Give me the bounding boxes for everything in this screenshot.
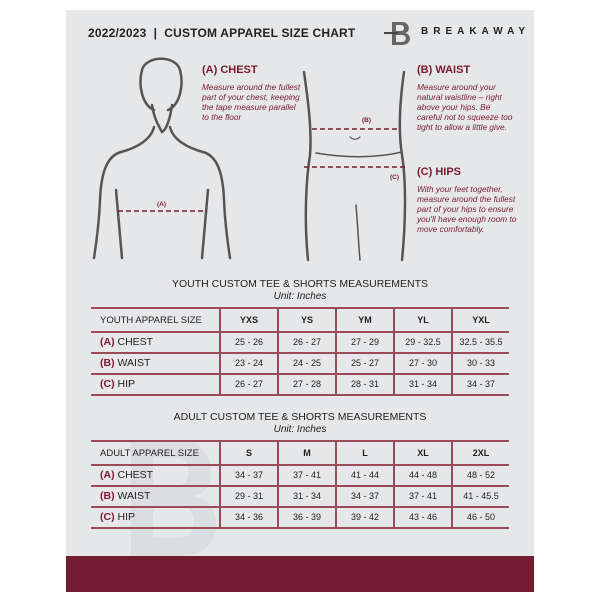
header-cell: 2XL bbox=[451, 440, 509, 466]
chest-heading: (A) CHEST bbox=[202, 64, 258, 76]
chest-marker: (A) bbox=[157, 201, 166, 208]
header-cell: YXS bbox=[219, 307, 278, 333]
table-row: (A) CHEST 25 - 26 26 - 27 27 - 29 29 - 3… bbox=[91, 331, 509, 354]
header-cell: L bbox=[335, 440, 394, 466]
cell: 32.5 - 35.5 bbox=[451, 331, 509, 354]
cell: 23 - 24 bbox=[219, 352, 278, 375]
row-tag: (B) bbox=[100, 357, 115, 369]
row-label: WAIST bbox=[117, 490, 151, 502]
cell: 27 - 28 bbox=[277, 373, 336, 396]
cell: 36 - 39 bbox=[277, 506, 336, 529]
cell: 29 - 31 bbox=[219, 485, 278, 508]
row-label: CHEST bbox=[117, 336, 154, 348]
cell: 25 - 26 bbox=[219, 331, 278, 354]
cell: 24 - 25 bbox=[277, 352, 336, 375]
adult-size-table: ADULT APPAREL SIZE S M L XL 2XL (A) CHES… bbox=[91, 440, 509, 529]
cell: 26 - 27 bbox=[219, 373, 278, 396]
breakaway-logo-icon bbox=[384, 22, 410, 45]
table-header-row: ADULT APPAREL SIZE S M L XL 2XL bbox=[91, 440, 509, 466]
header-cell: M bbox=[277, 440, 336, 466]
cell: 37 - 41 bbox=[277, 464, 336, 487]
table-row: (B) WAIST 29 - 31 31 - 34 34 - 37 37 - 4… bbox=[91, 485, 509, 508]
youth-size-table: YOUTH APPAREL SIZE YXS YS YM YL YXL (A) … bbox=[91, 307, 509, 396]
row-tag: (C) bbox=[100, 511, 115, 523]
cell: 44 - 48 bbox=[393, 464, 452, 487]
cell: 34 - 37 bbox=[335, 485, 394, 508]
cell: 43 - 46 bbox=[393, 506, 452, 529]
hips-marker: (C) bbox=[390, 174, 399, 181]
cell: 34 - 36 bbox=[219, 506, 278, 529]
cell: 26 - 27 bbox=[277, 331, 336, 354]
row-label: CHEST bbox=[117, 469, 154, 481]
row-tag: (C) bbox=[100, 378, 115, 390]
cell: 29 - 32.5 bbox=[393, 331, 452, 354]
table-row: (C) HIP 34 - 36 36 - 39 39 - 42 43 - 46 … bbox=[91, 506, 509, 529]
table-row: (B) WAIST 23 - 24 24 - 25 25 - 27 27 - 3… bbox=[91, 352, 509, 375]
cell: 37 - 41 bbox=[393, 485, 452, 508]
header-cell: YOUTH APPAREL SIZE bbox=[91, 307, 220, 333]
row-tag: (A) bbox=[100, 336, 115, 348]
cell: 27 - 30 bbox=[393, 352, 452, 375]
cell: 46 - 50 bbox=[451, 506, 509, 529]
hips-heading: (C) HIPS bbox=[417, 166, 461, 178]
youth-table-title: YOUTH CUSTOM TEE & SHORTS MEASUREMENTS bbox=[171, 278, 429, 290]
waist-description: Measure around your natural waistline – … bbox=[417, 82, 513, 132]
cell: 34 - 37 bbox=[451, 373, 509, 396]
table-row: (A) CHEST 34 - 37 37 - 41 41 - 44 44 - 4… bbox=[91, 464, 509, 487]
header-cell: YXL bbox=[451, 307, 509, 333]
hips-description: With your feet together, measure around … bbox=[417, 184, 517, 234]
header-cell: S bbox=[219, 440, 278, 466]
header-cell: YL bbox=[393, 307, 452, 333]
table-row: (C) HIP 26 - 27 27 - 28 28 - 31 31 - 34 … bbox=[91, 373, 509, 396]
cell: 41 - 45.5 bbox=[451, 485, 509, 508]
cell: 48 - 52 bbox=[451, 464, 509, 487]
footer-bar bbox=[66, 556, 534, 592]
body-measurement-figures: (A) (B) (C) bbox=[92, 57, 407, 262]
header-cell: XL bbox=[393, 440, 452, 466]
row-label: HIP bbox=[117, 378, 136, 390]
cell: 31 - 34 bbox=[393, 373, 452, 396]
header-cell: YM bbox=[335, 307, 394, 333]
brand-name: BREAKAWAY bbox=[421, 26, 531, 37]
cell: 41 - 44 bbox=[335, 464, 394, 487]
youth-unit: Unit: Inches bbox=[273, 291, 327, 302]
cell: 27 - 29 bbox=[335, 331, 394, 354]
waist-heading: (B) WAIST bbox=[417, 64, 471, 76]
cell: 34 - 37 bbox=[219, 464, 278, 487]
cell: 31 - 34 bbox=[277, 485, 336, 508]
header-cell: YS bbox=[277, 307, 336, 333]
row-label: HIP bbox=[117, 511, 136, 523]
cell: 30 - 33 bbox=[451, 352, 509, 375]
adult-unit: Unit: Inches bbox=[273, 424, 327, 435]
waist-marker: (B) bbox=[362, 117, 371, 124]
adult-table-title: ADULT CUSTOM TEE & SHORTS MEASUREMENTS bbox=[173, 411, 427, 423]
cell: 25 - 27 bbox=[335, 352, 394, 375]
chest-description: Measure around the fullest part of your … bbox=[202, 82, 301, 122]
cell: 28 - 31 bbox=[335, 373, 394, 396]
table-header-row: YOUTH APPAREL SIZE YXS YS YM YL YXL bbox=[91, 307, 509, 333]
header-cell: ADULT APPAREL SIZE bbox=[91, 440, 220, 466]
page-title: 2022/2023 | CUSTOM APPAREL SIZE CHART bbox=[88, 26, 356, 40]
row-label: WAIST bbox=[117, 357, 151, 369]
row-tag: (A) bbox=[100, 469, 115, 481]
size-chart-panel: 2022/2023 | CUSTOM APPAREL SIZE CHART BR… bbox=[66, 10, 534, 592]
row-tag: (B) bbox=[100, 490, 115, 502]
cell: 39 - 42 bbox=[335, 506, 394, 529]
